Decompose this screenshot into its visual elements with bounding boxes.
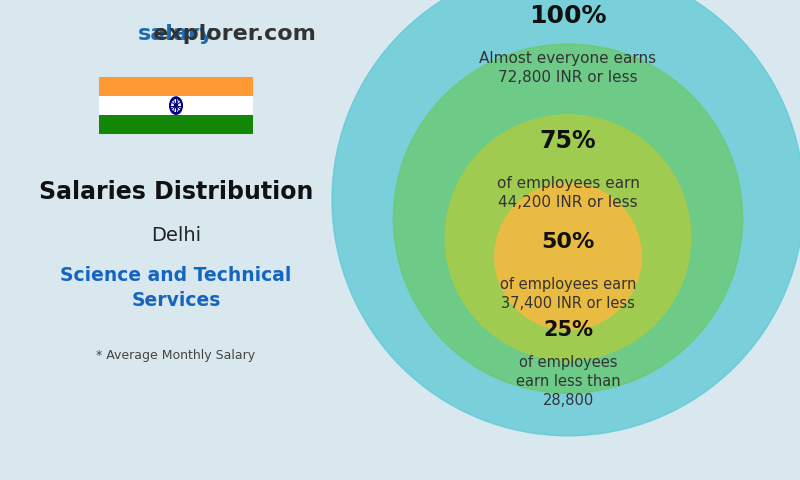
Text: of employees earn
44,200 INR or less: of employees earn 44,200 INR or less xyxy=(497,176,639,210)
FancyBboxPatch shape xyxy=(98,77,254,96)
Text: 75%: 75% xyxy=(540,129,596,153)
Circle shape xyxy=(394,44,742,393)
FancyBboxPatch shape xyxy=(98,115,254,134)
Text: Delhi: Delhi xyxy=(151,226,201,245)
Circle shape xyxy=(332,0,800,436)
Circle shape xyxy=(170,97,182,114)
Text: 100%: 100% xyxy=(530,4,606,28)
Text: 50%: 50% xyxy=(542,232,594,252)
Text: salary: salary xyxy=(138,24,214,44)
Circle shape xyxy=(495,183,641,330)
Text: * Average Monthly Salary: * Average Monthly Salary xyxy=(97,348,255,362)
Text: Science and Technical
Services: Science and Technical Services xyxy=(60,266,292,310)
FancyBboxPatch shape xyxy=(98,96,254,115)
Circle shape xyxy=(446,115,690,360)
Text: Salaries Distribution: Salaries Distribution xyxy=(39,180,313,204)
Text: of employees
earn less than
28,800: of employees earn less than 28,800 xyxy=(516,355,620,408)
Text: explorer.com: explorer.com xyxy=(37,24,315,44)
Text: 25%: 25% xyxy=(543,320,593,340)
Text: of employees earn
37,400 INR or less: of employees earn 37,400 INR or less xyxy=(500,277,636,312)
Text: Almost everyone earns
72,800 INR or less: Almost everyone earns 72,800 INR or less xyxy=(479,50,657,85)
Circle shape xyxy=(174,104,178,108)
Circle shape xyxy=(172,100,180,111)
